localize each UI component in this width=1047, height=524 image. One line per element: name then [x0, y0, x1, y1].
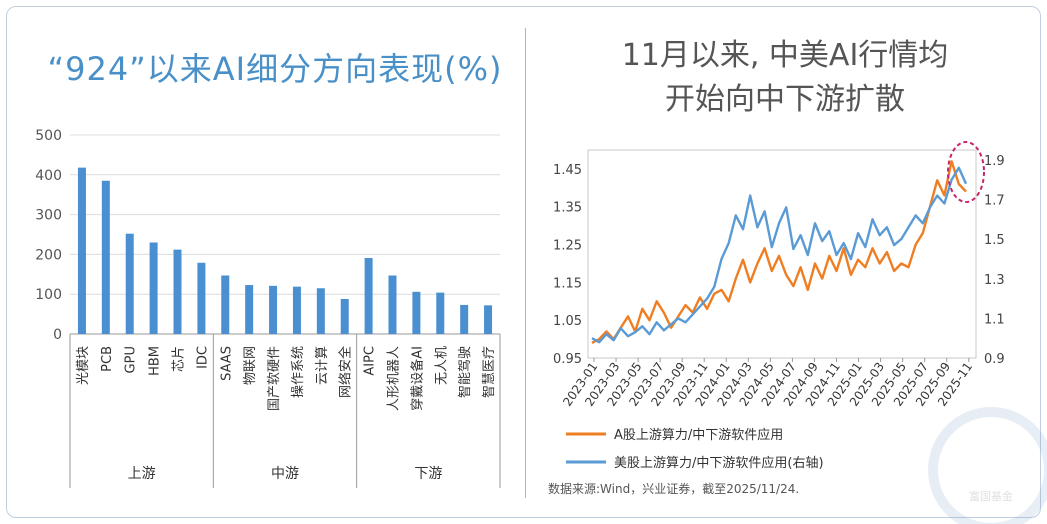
watermark-ring	[928, 407, 1047, 524]
bar-chart: 0 100 200 300 400 500 光模块 PCB GPU HBM 芯片 IDC SAAS 物联网…	[35, 128, 501, 488]
x-tick-label: 智能驾驶	[458, 346, 473, 398]
y-tick-label: 100	[35, 287, 62, 303]
bar	[269, 285, 278, 334]
group-label: 中游	[271, 466, 299, 482]
x-tick-label: 云计算	[315, 346, 330, 385]
watermark-logo: 富国基金	[928, 407, 1047, 524]
plot-area	[587, 149, 977, 359]
x-tick-label: 国产软硬件	[267, 346, 282, 411]
left-axis-tick: 0.95	[553, 352, 582, 367]
bar	[173, 249, 182, 334]
right-axis-tick: 0.9	[984, 352, 1005, 367]
x-tick-label: IDC	[195, 346, 210, 369]
right-axis-tick: 1.9	[984, 154, 1005, 169]
left-axis-tick: 1.05	[553, 314, 582, 329]
bar	[77, 167, 86, 334]
source-note: 数据来源:Wind，兴业证券，截至2025/11/24.	[548, 482, 800, 496]
legend-label: A股上游算力/中下游软件应用	[614, 427, 783, 443]
bar	[292, 286, 301, 334]
bar	[436, 292, 445, 334]
left-axis-tick: 1.35	[553, 201, 582, 216]
bar	[197, 262, 206, 334]
legend-label: 美股上游算力/中下游软件应用(右轴)	[614, 455, 824, 471]
x-tick-label: 人形机器人	[387, 346, 402, 411]
line-chart: 0.95 1.05 1.15 1.25 1.35 1.45 0.9 1.1 1.3 1.5 1.7 1…	[553, 141, 1047, 524]
x-tick-label: 网络安全	[338, 346, 354, 398]
watermark-text: 富国基金	[969, 489, 1013, 503]
x-tick-label: GPU	[124, 346, 139, 373]
left-axis-tick: 1.25	[553, 239, 582, 254]
right-title-line1: 11月以来, 中美AI行情均	[621, 38, 949, 73]
bar	[364, 257, 373, 334]
x-tick-label: SAAS	[219, 346, 234, 381]
x-tick-label: 智慧医疗	[481, 346, 497, 398]
bar	[149, 242, 158, 334]
x-tick-label: PCB	[100, 346, 115, 372]
right-axis-tick: 1.3	[984, 273, 1005, 288]
series-line	[591, 166, 968, 344]
x-tick-label: HBM	[148, 346, 163, 376]
left-axis-tick: 1.15	[553, 276, 582, 291]
bar	[101, 180, 110, 334]
y-tick-label: 200	[35, 247, 62, 263]
y-tick-label: 400	[35, 168, 62, 184]
right-title-line2: 开始向中下游扩散	[665, 82, 905, 117]
right-chart-title: 11月以来, 中美AI行情均 开始向中下游扩散	[540, 34, 1030, 122]
x-tick-label: 物联网	[243, 346, 258, 385]
bar	[412, 291, 421, 334]
x-tick-label: AIPC	[363, 346, 378, 376]
y-tick-label: 0	[53, 327, 62, 343]
x-tick-label: 芯片	[172, 346, 187, 372]
x-tick-label: 操作系统	[290, 346, 306, 398]
group-label: 下游	[414, 466, 442, 482]
y-tick-label: 300	[35, 208, 62, 224]
right-axis-tick: 1.7	[984, 194, 1005, 209]
bar	[221, 275, 230, 334]
bar	[316, 288, 325, 334]
left-chart-title: “924”以来AI细分方向表现(%)	[47, 50, 503, 88]
highlight-ellipse	[947, 141, 985, 203]
bar	[340, 298, 349, 334]
x-tick-label: 光模块	[76, 346, 91, 385]
left-axis-tick: 1.45	[553, 163, 582, 178]
bar	[245, 285, 254, 334]
bar	[484, 305, 493, 334]
bar	[460, 304, 469, 334]
x-tick-label: 穿戴设备AI	[409, 346, 425, 411]
series-line	[591, 160, 967, 344]
panel-divider	[525, 28, 526, 498]
y-tick-label: 500	[35, 128, 62, 144]
bar	[125, 233, 134, 334]
group-label: 上游	[128, 466, 156, 482]
right-axis-tick: 1.5	[984, 233, 1005, 248]
x-tick-label: 无人机	[434, 346, 449, 385]
right-axis-tick: 1.1	[984, 312, 1005, 327]
bar	[388, 275, 397, 334]
